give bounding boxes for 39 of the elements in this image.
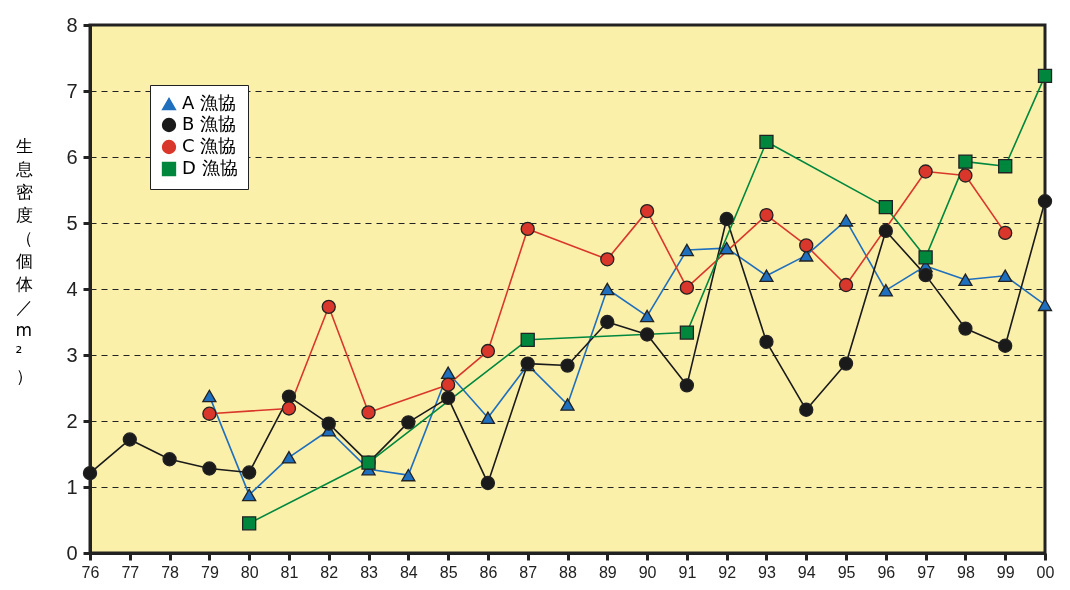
- y-tick-label: 1: [66, 475, 78, 498]
- x-tick-label: 83: [360, 563, 379, 581]
- x-tick-label: 00: [1036, 563, 1055, 581]
- legend-label: C 漁協: [182, 135, 237, 156]
- legend-label: B 漁協: [182, 113, 237, 134]
- x-tick-label: 84: [399, 563, 418, 581]
- x-tick-label: 77: [121, 563, 140, 581]
- x-tick-label: 94: [797, 563, 816, 581]
- x-tick-label: 99: [996, 563, 1015, 581]
- y-tick-label: 0: [66, 541, 78, 564]
- x-tick-label: 76: [81, 563, 100, 581]
- x-tick-label: 90: [638, 563, 657, 581]
- x-tick-label: 96: [877, 563, 896, 581]
- x-tick-label: 87: [519, 563, 538, 581]
- x-tick-label: 86: [479, 563, 498, 581]
- legend-label: A 漁協: [182, 92, 237, 113]
- y-tick-label: 6: [66, 145, 78, 168]
- y-tick-label: 8: [66, 13, 78, 36]
- y-tick-label: 2: [66, 409, 78, 432]
- x-tick-label: 81: [280, 563, 299, 581]
- x-tick-label: 91: [678, 563, 697, 581]
- x-tick-label: 82: [320, 563, 339, 581]
- x-tick-label: 98: [957, 563, 975, 581]
- x-tick-label: 97: [917, 563, 936, 581]
- legend-label: D 漁協: [182, 157, 238, 178]
- y-tick-label: 3: [66, 343, 78, 366]
- x-tick-label: 85: [439, 563, 458, 581]
- x-tick-label: 79: [200, 563, 219, 581]
- x-tick-label: 92: [718, 563, 737, 581]
- y-tick-label: 4: [66, 277, 78, 300]
- x-tick-label: 95: [837, 563, 856, 581]
- x-tick-label: 80: [240, 563, 259, 581]
- x-tick-label: 88: [559, 563, 577, 581]
- text: 生息密度（個体／m²）: [15, 135, 33, 386]
- x-tick-label: 78: [161, 563, 180, 581]
- y-tick-label: 5: [66, 211, 78, 234]
- x-tick-label: 93: [758, 563, 776, 581]
- x-tick-label: 89: [598, 563, 617, 581]
- y-tick-label: 7: [66, 79, 78, 102]
